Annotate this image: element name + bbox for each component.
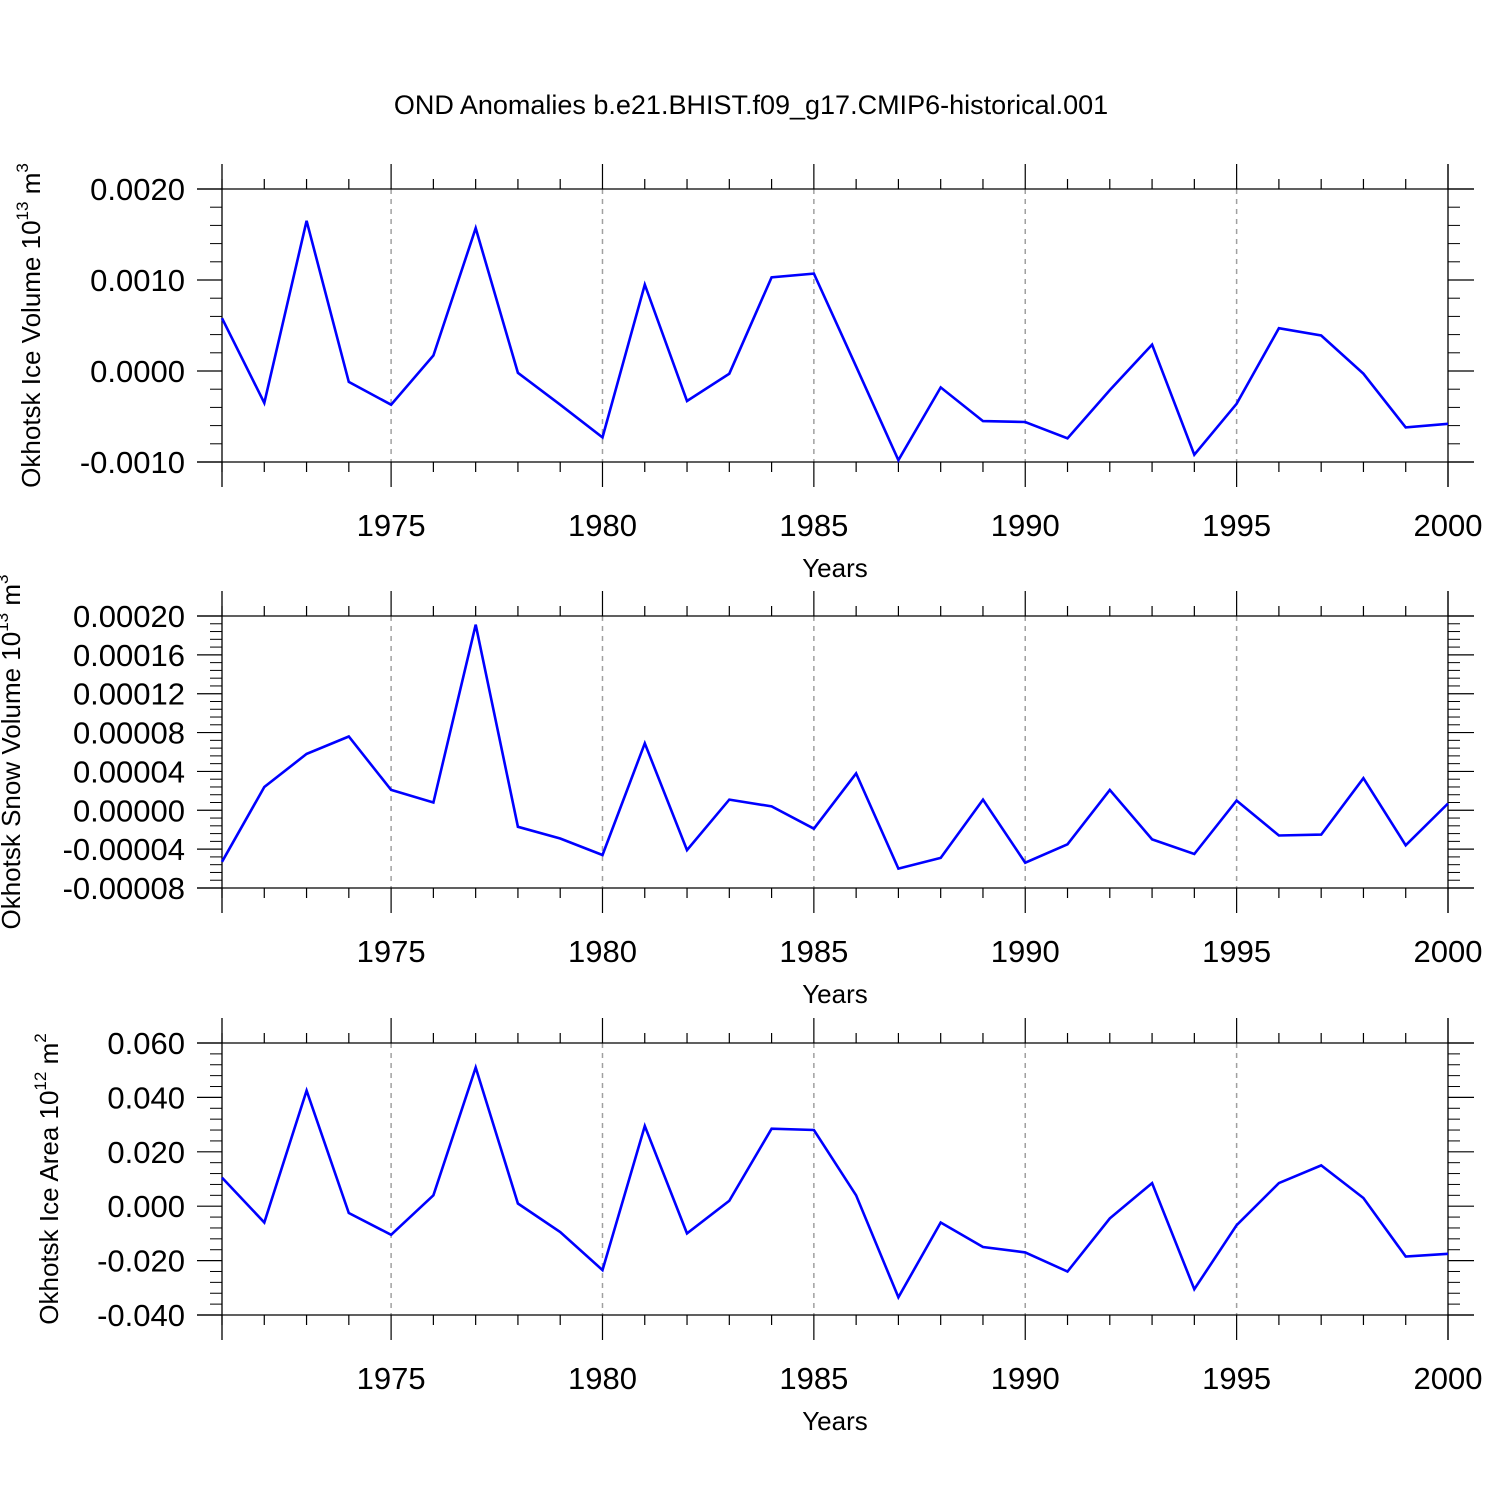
y-axis-title: Okhotsk Ice Volume 1013 m3 (13, 163, 46, 488)
x-tick-label-1975: 1975 (357, 1361, 426, 1396)
y-axis-title-unit-exponent: 3 (0, 575, 12, 584)
y-axis-title-exponent: 13 (0, 613, 12, 632)
y-tick-label-0: -0.00008 (63, 871, 185, 906)
x-tick-label-1990: 1990 (991, 508, 1060, 543)
y-tick-label-3: 0.0020 (90, 172, 185, 207)
x-tick-label-1985: 1985 (779, 934, 848, 969)
y-axis-title: Okhotsk Snow Volume 1013 m3 (0, 575, 26, 930)
series-line-3 (221, 1063, 1449, 1301)
y-tick-label-2: 0.0010 (90, 263, 185, 298)
y-tick-label-7: 0.00020 (73, 599, 185, 634)
series-line-1 (220, 220, 1449, 464)
x-tick-label-1990: 1990 (991, 1361, 1060, 1396)
x-tick-label-1985: 1985 (779, 508, 848, 543)
y-axis-title: Okhotsk Ice Area 1012 m2 (31, 1033, 64, 1324)
panel-3: -0.040 -0.020 0.000 0.020 0.040 0.060 1975 1980… (31, 1018, 1482, 1436)
y-axis-title-unit: m (34, 1043, 64, 1072)
x-tick-label-1990: 1990 (991, 934, 1060, 969)
y-tick-label-1: -0.020 (97, 1244, 185, 1279)
x-tick-label-1995: 1995 (1202, 1361, 1271, 1396)
y-tick-label-2: 0.000 (107, 1189, 185, 1224)
y-tick-label-5: 0.060 (107, 1026, 185, 1061)
chart-title: OND Anomalies b.e21.BHIST.f09_g17.CMIP6-… (394, 90, 1108, 120)
x-tick-label-1995: 1995 (1202, 508, 1271, 543)
x-tick-label-2000: 2000 (1414, 508, 1483, 543)
y-axis-title-text: Okhotsk Snow Volume 10 (0, 632, 26, 930)
chart-panels: -0.0010 0.0000 0.0010 0.0020 1975 1980 1985 199… (0, 163, 1482, 1436)
x-axis-title: Years (802, 553, 868, 583)
x-tick-label-2000: 2000 (1414, 934, 1483, 969)
y-tick-label-3: 0.020 (107, 1135, 185, 1170)
y-tick-label-0: -0.040 (97, 1298, 185, 1333)
y-axis-title-unit: m (16, 173, 46, 202)
y-tick-label-6: 0.00016 (73, 638, 185, 673)
y-axis-title-text: Okhotsk Ice Area 10 (34, 1091, 64, 1325)
y-tick-label-5: 0.00012 (73, 677, 185, 712)
y-axis-title-unit-exponent: 3 (13, 163, 32, 172)
x-axis-title: Years (802, 1406, 868, 1436)
x-tick-label-2000: 2000 (1414, 1361, 1483, 1396)
y-axis-title-unit-exponent: 2 (31, 1033, 50, 1042)
x-tick-label-1975: 1975 (357, 934, 426, 969)
series-line-2 (220, 624, 1449, 871)
y-tick-label-4: 0.00008 (73, 716, 185, 751)
x-tick-label-1975: 1975 (357, 508, 426, 543)
x-tick-label-1980: 1980 (568, 934, 637, 969)
x-axis-title: Years (802, 979, 868, 1009)
y-axis-title-exponent: 13 (13, 202, 32, 221)
y-tick-label-3: 0.00004 (73, 754, 185, 789)
y-axis-title-text: Okhotsk Ice Volume 10 (16, 220, 46, 487)
panel-1: -0.0010 0.0000 0.0010 0.0020 1975 1980 1985 199… (13, 163, 1482, 583)
y-axis-title-unit: m (0, 584, 26, 613)
x-tick-label-1995: 1995 (1202, 934, 1271, 969)
y-tick-label-2: 0.00000 (73, 793, 185, 828)
x-tick-label-1980: 1980 (568, 508, 637, 543)
x-tick-label-1985: 1985 (779, 1361, 848, 1396)
y-axis-title-exponent: 12 (31, 1072, 50, 1091)
x-tick-label-1980: 1980 (568, 1361, 637, 1396)
y-tick-label-0: -0.0010 (80, 445, 185, 480)
y-tick-label-1: 0.0000 (90, 354, 185, 389)
y-tick-label-4: 0.040 (107, 1080, 185, 1115)
y-tick-label-1: -0.00004 (63, 832, 185, 867)
